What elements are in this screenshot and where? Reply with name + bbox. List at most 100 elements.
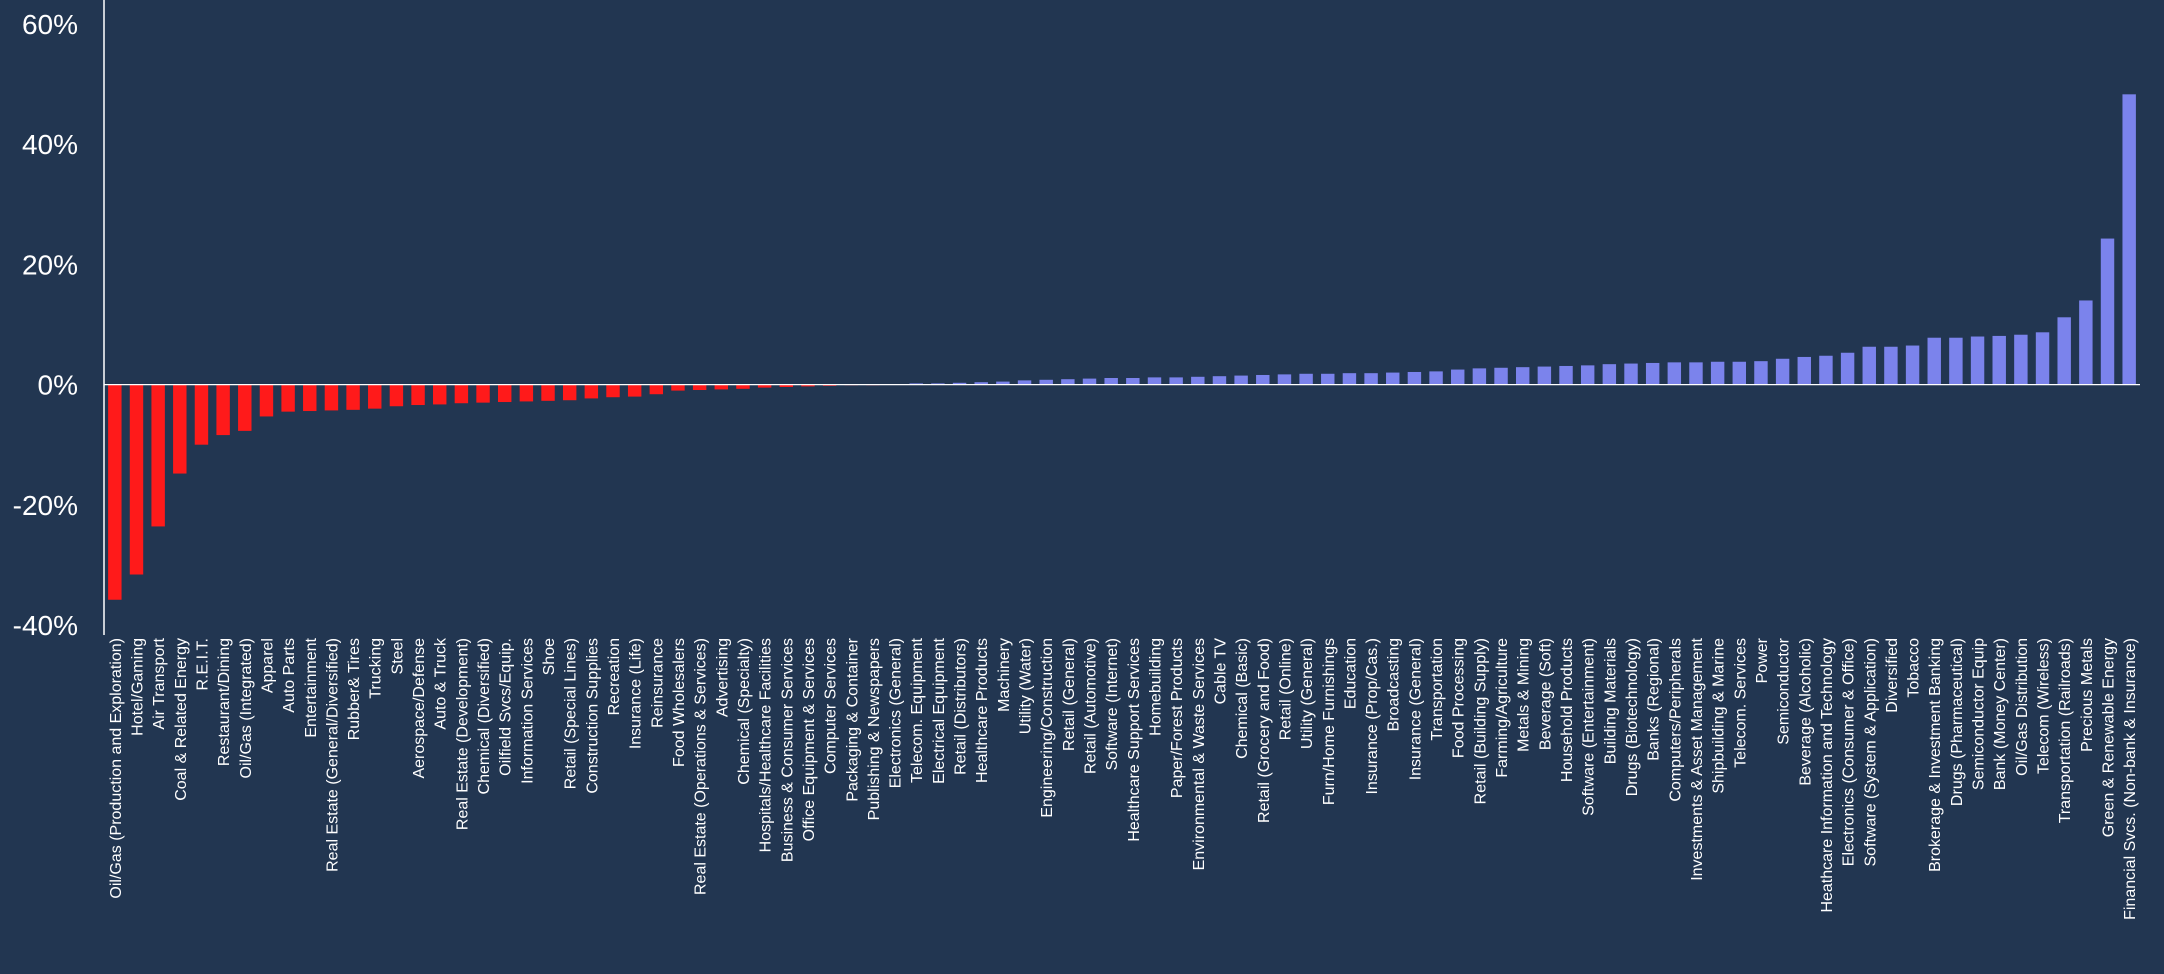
x-tick-label: Electronics (General) [888, 638, 905, 788]
x-tick-label: Drugs (Biotechnology) [1624, 638, 1641, 796]
bar [627, 384, 642, 397]
bar [541, 384, 555, 401]
x-tick-label: Broadcasting [1386, 638, 1403, 731]
x-tick-label: Real Estate (Operations & Services) [693, 638, 710, 895]
bar [671, 384, 685, 391]
x-tick-label: Diversified [1884, 638, 1901, 713]
x-tick-label: R.E.I.T. [194, 638, 211, 690]
bar [1905, 345, 1920, 385]
bar [129, 384, 144, 575]
bar [346, 384, 360, 410]
x-tick-label: Retail (Special Lines) [563, 638, 580, 789]
x-tick-label: Recreation [606, 638, 623, 715]
bar [1147, 377, 1162, 385]
x-tick-label: Healthcare Support Services [1126, 638, 1143, 842]
x-tick-label: Heathcare Information and Technology [1819, 638, 1836, 913]
x-tick-label: Metals & Mining [1516, 638, 1533, 752]
x-tick-label: Furn/Home Furnishings [1321, 638, 1338, 805]
bar [1645, 362, 1660, 385]
bar [1494, 367, 1508, 385]
bar [952, 382, 967, 385]
x-tick-label: Utility (General) [1299, 638, 1316, 749]
x-tick-label: Publishing & Newspapers [866, 638, 883, 820]
bar [1126, 377, 1140, 385]
x-tick-label: Oil/Gas (Integrated) [238, 638, 255, 779]
bar [1732, 361, 1747, 385]
y-tick-labels: 60% 40% 20% 0% -20% -40% [13, 9, 78, 641]
x-tick-label: Insurance (General) [1407, 638, 1424, 780]
x-tick-label: Restaurant/Dining [216, 638, 233, 766]
bar [1927, 337, 1941, 385]
x-tick-label: Oil/Gas Distribution [2014, 638, 2031, 776]
bar [1017, 380, 1032, 385]
x-tick-label: Semiconductor [1776, 637, 1793, 744]
bar [1429, 371, 1443, 385]
x-tick-label: Precious Metals [2079, 638, 2096, 752]
x-tick-label: Office Equipment & Services [801, 638, 818, 841]
bar [2122, 94, 2136, 385]
x-tick-label: Electrical Equipment [931, 637, 948, 783]
bar [1689, 362, 1703, 385]
x-tick-label: Shoe [541, 638, 558, 675]
x-tick-label: Business & Consumer Services [779, 638, 796, 862]
x-tick-label: Information Services [519, 638, 536, 784]
bar [303, 384, 317, 412]
bar [606, 384, 620, 398]
bar [779, 384, 793, 387]
x-tick-label: Semiconductor Equip [1971, 638, 1988, 790]
x-tick-label: Trucking [368, 638, 385, 699]
x-tick-label: Hospitals/Healthcare Facilities [758, 638, 775, 852]
bar [497, 384, 512, 403]
bar [108, 384, 122, 600]
x-tick-label: Utility (Water) [1018, 638, 1035, 734]
axes-group [103, 0, 2140, 635]
x-tick-label: Telecom. Services [1732, 638, 1749, 768]
x-tick-label: Oilfield Svcs/Equip. [498, 638, 515, 776]
bar [996, 381, 1010, 385]
y-tick-label: 20% [22, 249, 78, 280]
x-tick-label: Retail (Online) [1277, 638, 1294, 740]
bar [368, 384, 382, 409]
x-tick-label: Drugs (Pharmaceutical) [1949, 638, 1966, 806]
bar [1970, 336, 1985, 385]
bar [1234, 375, 1248, 385]
x-tick-label: Building Materials [1602, 638, 1619, 764]
y-tick-label: 0% [38, 370, 78, 401]
x-tick-label: Power [1754, 637, 1771, 683]
x-tick-label: Chemical (Diversified) [476, 638, 493, 794]
x-tick-labels: Oil/Gas (Production and Exploration) Hote… [108, 637, 2139, 920]
bar [216, 384, 230, 436]
bar [1710, 361, 1725, 385]
x-tick-label: Engineering/Construction [1039, 638, 1056, 818]
x-tick-label: Software (Internet) [1104, 638, 1121, 771]
x-tick-label: Financial Svcs. (Non-bank & Insurance) [2122, 638, 2139, 920]
bar [757, 384, 772, 388]
y-tick-label: -40% [13, 610, 78, 641]
x-tick-label: Brokerage & Investment Banking [1927, 638, 1944, 872]
bar [714, 384, 729, 390]
bar [1537, 366, 1552, 385]
x-tick-label: Investments & Asset Management [1689, 637, 1706, 880]
x-tick-label: Real Estate (Development) [454, 638, 471, 830]
bar [1407, 371, 1422, 385]
bar [1775, 358, 1790, 385]
bar [433, 384, 447, 405]
bars-group [108, 94, 2136, 600]
bar [1364, 373, 1378, 385]
bar [1039, 379, 1053, 385]
bar [1191, 376, 1205, 385]
bar [974, 382, 988, 385]
bar [1321, 373, 1335, 385]
bar [2014, 334, 2028, 385]
bar [2100, 238, 2115, 385]
x-tick-label: Auto & Truck [433, 637, 450, 730]
bar [692, 384, 707, 391]
bar [1992, 335, 2006, 385]
x-tick-label: Advertising [714, 638, 731, 717]
bar [1169, 377, 1183, 385]
x-tick-label: Packaging & Container [844, 637, 861, 801]
x-tick-label: Retail (Automotive) [1083, 638, 1100, 774]
x-tick-label: Shipbuilding & Marine [1711, 638, 1728, 794]
x-tick-label: Air Transport [151, 637, 168, 729]
x-tick-label: Transportation (Railroads) [2057, 638, 2074, 823]
